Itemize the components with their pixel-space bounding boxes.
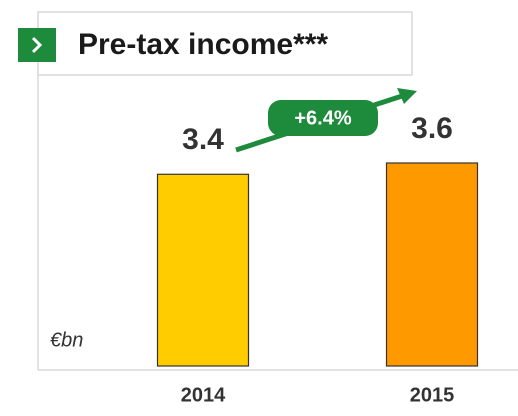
arrow-head <box>397 88 417 104</box>
chevron <box>31 36 43 54</box>
bar <box>385 162 479 367</box>
annotation: +6.4% <box>294 107 351 129</box>
title-icon <box>18 28 56 62</box>
value-label: 3.6 <box>411 112 453 145</box>
x-tick-label: 2014 <box>181 384 226 406</box>
chart-title: Pre-tax income*** <box>78 28 328 61</box>
unit-label: €bn <box>50 329 83 351</box>
bar <box>156 173 250 367</box>
x-tick-label: 2015 <box>410 384 455 406</box>
annotation-pill <box>268 100 378 136</box>
value-label: 3.4 <box>182 123 224 156</box>
